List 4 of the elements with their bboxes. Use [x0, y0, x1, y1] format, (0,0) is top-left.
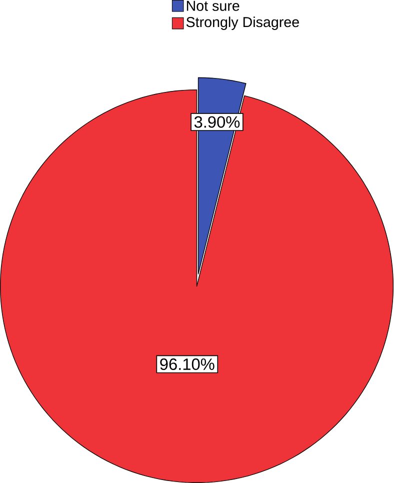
legend-label: Strongly Disagree	[186, 16, 300, 30]
data-label: 3.90%	[194, 116, 240, 128]
legend-label: Not sure	[187, 0, 240, 11]
data-label: 96.10%	[160, 358, 215, 370]
